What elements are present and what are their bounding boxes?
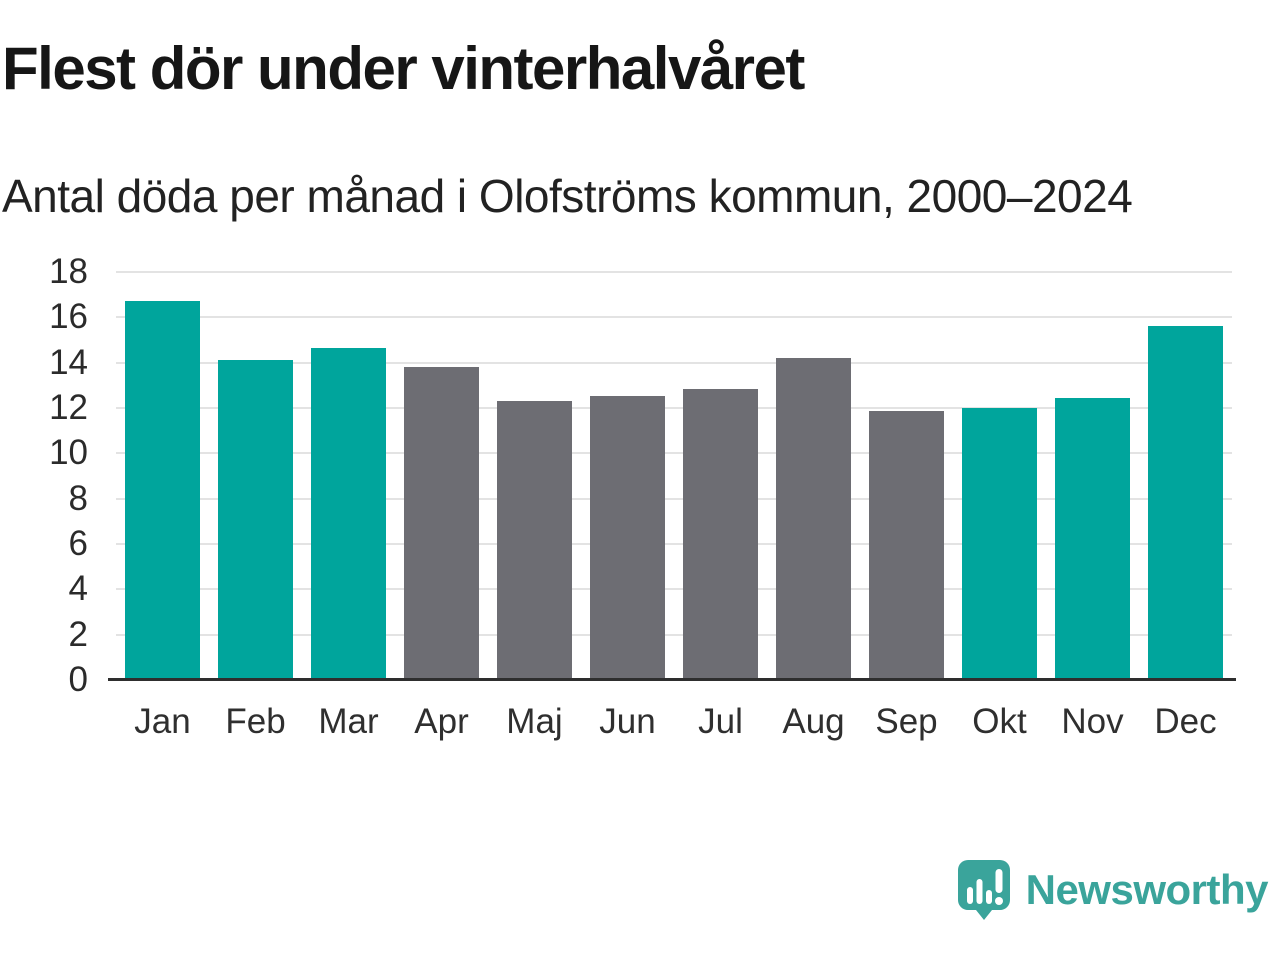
- x-tick-aug: Aug: [782, 702, 845, 741]
- y-tick-0: 0: [68, 660, 88, 699]
- x-tick-apr: Apr: [414, 702, 469, 741]
- x-axis-labels: Jan Feb Mar Apr Maj Jun Jul Aug Sep Okt Nov Dec: [116, 696, 1232, 748]
- bar-aug: [776, 358, 851, 680]
- x-tick-okt: Okt: [972, 702, 1027, 741]
- x-tick-sep: Sep: [875, 702, 938, 741]
- plot-area: [108, 271, 1236, 681]
- brand-logo: Newsworthy: [956, 858, 1269, 927]
- y-tick-14: 14: [49, 342, 88, 382]
- chart-subtitle: Antal döda per månad i Olofströms kommun…: [2, 170, 1133, 222]
- bar-apr: [404, 367, 479, 680]
- x-axis-line: [108, 678, 1236, 681]
- y-tick-16: 16: [49, 297, 88, 337]
- y-tick-10: 10: [49, 433, 88, 473]
- gridline-12: [116, 407, 1232, 410]
- x-tick-mar: Mar: [318, 702, 379, 741]
- gridline-6: [116, 543, 1232, 546]
- bar-jan: [125, 301, 200, 680]
- gridline-10: [116, 452, 1232, 455]
- brand-name: Newsworthy: [1025, 866, 1269, 913]
- y-axis-labels: 0 2 4 6 8 10 12 14 16 18: [0, 254, 88, 697]
- x-tick-jun: Jun: [599, 702, 656, 741]
- x-tick-jan: Jan: [134, 702, 191, 741]
- gridline-4: [116, 588, 1232, 591]
- x-tick-nov: Nov: [1061, 702, 1124, 741]
- bar-jul: [683, 388, 758, 680]
- bar-nov: [1055, 397, 1130, 680]
- gridline-18: [116, 271, 1232, 273]
- bar-sep: [869, 411, 944, 680]
- x-tick-jul: Jul: [698, 702, 743, 741]
- y-tick-18: 18: [49, 252, 88, 291]
- bar-jun: [590, 395, 665, 680]
- y-tick-8: 8: [68, 478, 88, 518]
- bar-maj: [497, 401, 572, 680]
- bar-feb: [218, 360, 293, 680]
- y-tick-4: 4: [68, 569, 88, 609]
- chart-title: Flest dör under vinterhalvåret: [2, 35, 805, 102]
- y-tick-12: 12: [49, 388, 88, 428]
- gridline-14: [116, 361, 1232, 364]
- gridline-2: [116, 633, 1232, 636]
- bar-dec: [1148, 326, 1223, 680]
- y-tick-6: 6: [68, 524, 88, 564]
- newsworthy-logo-icon: [956, 858, 1012, 927]
- y-tick-2: 2: [68, 614, 88, 654]
- gridline-16: [116, 316, 1232, 319]
- bar-okt: [962, 408, 1037, 680]
- x-tick-feb: Feb: [225, 702, 286, 741]
- x-tick-maj: Maj: [506, 702, 563, 741]
- bars: [116, 272, 1232, 680]
- gridline-8: [116, 497, 1232, 500]
- x-tick-dec: Dec: [1154, 702, 1217, 741]
- bar-mar: [311, 347, 386, 680]
